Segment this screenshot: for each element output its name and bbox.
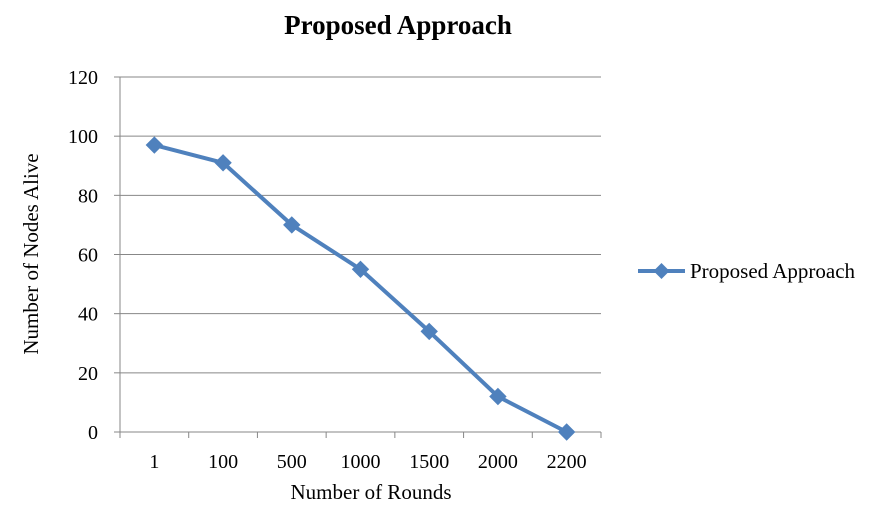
chart-title: Proposed Approach — [284, 10, 512, 40]
x-tick-label: 1 — [149, 451, 159, 473]
series-layer — [145, 136, 576, 441]
data-point-marker — [489, 387, 507, 406]
y-tick-label: 20 — [78, 363, 98, 385]
y-tick-label: 60 — [78, 245, 98, 267]
data-point-marker — [351, 260, 370, 278]
legend-label: Proposed Approach — [690, 259, 856, 283]
x-axis-ticks: 1 100 500 1000 1500 2000 2200 — [119, 432, 602, 473]
data-point-marker — [557, 423, 576, 441]
legend: Proposed Approach — [638, 259, 856, 283]
data-point-marker — [420, 322, 438, 341]
y-tick-label: 0 — [88, 422, 98, 444]
y-axis-title: Number of Nodes Alive — [19, 153, 43, 354]
data-point-marker — [283, 216, 301, 234]
series-line — [152, 143, 569, 434]
data-point-marker — [145, 136, 164, 154]
y-tick-label: 40 — [78, 304, 98, 326]
data-point-marker — [214, 154, 232, 172]
x-tick-label: 2000 — [478, 451, 518, 473]
legend-marker — [653, 263, 670, 279]
y-axis-ticks: 0 20 40 60 80 100 120 — [68, 67, 120, 444]
y-tick-label: 80 — [78, 185, 98, 207]
y-tick-label: 100 — [68, 126, 98, 148]
x-tick-label: 1500 — [409, 451, 449, 473]
gridlines — [120, 76, 601, 374]
x-axis-title: Number of Rounds — [291, 480, 452, 504]
x-tick-label: 500 — [277, 451, 307, 473]
x-tick-label: 100 — [208, 451, 238, 473]
x-tick-label: 1000 — [341, 451, 381, 473]
y-tick-label: 120 — [68, 67, 98, 89]
x-tick-label: 2200 — [547, 451, 587, 473]
